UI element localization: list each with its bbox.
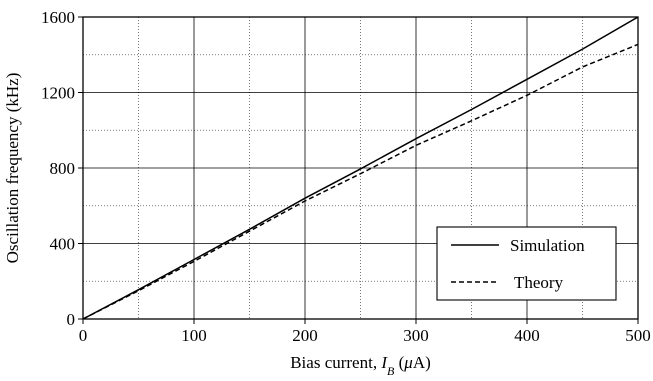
legend-box <box>436 226 617 301</box>
y-tick-label: 1200 <box>41 84 75 103</box>
y-tick-label: 1600 <box>41 8 75 27</box>
x-tick-label: 400 <box>514 326 540 345</box>
series-layer <box>82 16 639 320</box>
legend: Simulation Theory <box>436 226 617 301</box>
x-tick-label: 0 <box>79 326 88 345</box>
y-tick-label: 0 <box>67 310 76 329</box>
series-line-simulation <box>82 16 639 320</box>
x-tick-label: 300 <box>403 326 429 345</box>
y-axis-label: Oscillation frequency (kHz) <box>3 73 22 264</box>
tick-layer: 0 100 200 300 400 500 0 400 800 1200 1600 <box>41 8 651 345</box>
x-axis-label: Bias current, IB (μA) <box>290 353 431 378</box>
legend-label-theory: Theory <box>514 273 564 292</box>
x-tick-label: 500 <box>625 326 651 345</box>
x-tick-label: 100 <box>181 326 207 345</box>
x-tick-label: 200 <box>292 326 318 345</box>
y-tick-label: 800 <box>50 159 76 178</box>
series-line-theory <box>82 43 639 320</box>
y-tick-label: 400 <box>50 235 76 254</box>
legend-label-simulation: Simulation <box>510 236 585 255</box>
